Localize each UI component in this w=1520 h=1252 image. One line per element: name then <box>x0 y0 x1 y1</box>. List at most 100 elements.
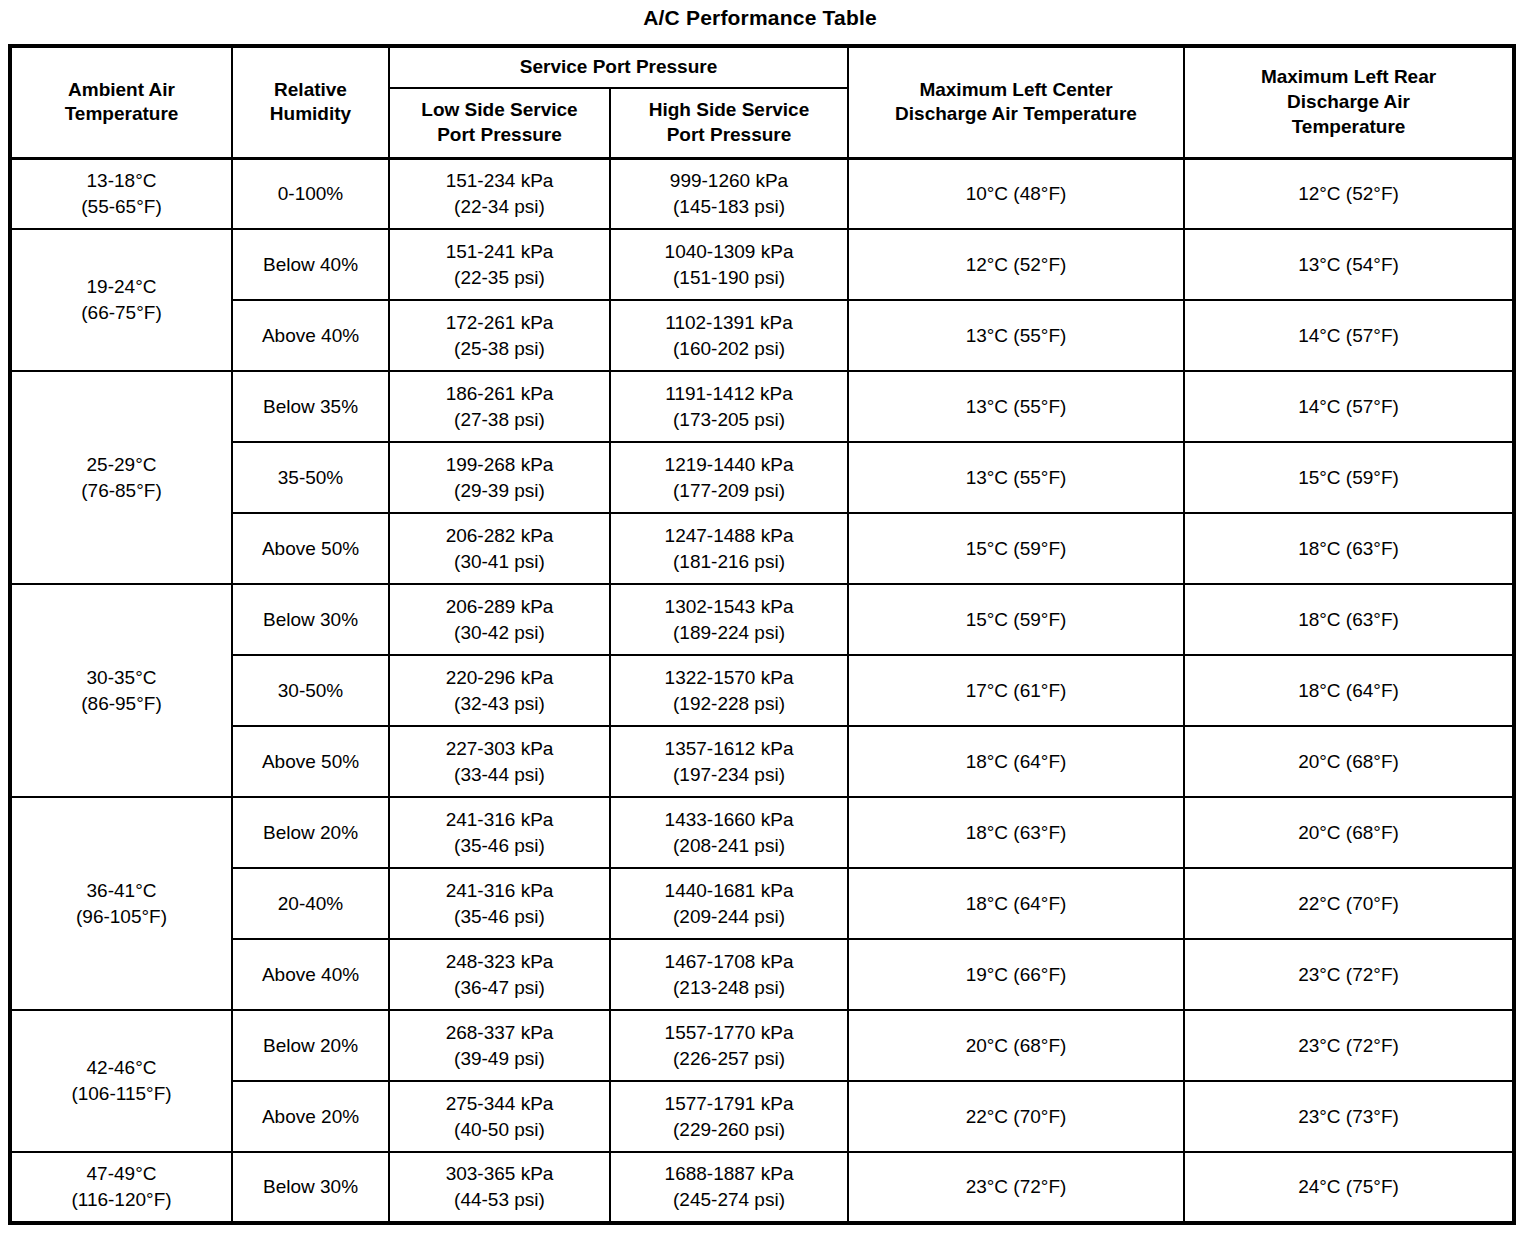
center-discharge-temp-cell: 18°C (63°F) <box>848 797 1184 868</box>
table-row: 30-35°C (86-95°F)Below 30%206-289 kPa (3… <box>10 584 1514 655</box>
low-side-pressure-cell: 268-337 kPa (39-49 psi) <box>389 1010 610 1081</box>
table-row: Above 50%206-282 kPa (30-41 psi)1247-148… <box>10 513 1514 584</box>
center-discharge-temp-cell: 15°C (59°F) <box>848 513 1184 584</box>
humidity-cell: Below 40% <box>232 229 389 300</box>
table-row: Above 50%227-303 kPa (33-44 psi)1357-161… <box>10 726 1514 797</box>
header-high-side-service-port-pressure: High Side Service Port Pressure <box>610 88 848 158</box>
high-side-pressure-cell: 1247-1488 kPa (181-216 psi) <box>610 513 848 584</box>
rear-discharge-temp-cell: 20°C (68°F) <box>1184 797 1514 868</box>
humidity-cell: Above 40% <box>232 300 389 371</box>
header-row-top: Ambient Air Temperature Relative Humidit… <box>10 46 1514 88</box>
table-row: 42-46°C (106-115°F)Below 20%268-337 kPa … <box>10 1010 1514 1081</box>
rear-discharge-temp-cell: 18°C (63°F) <box>1184 513 1514 584</box>
low-side-pressure-cell: 186-261 kPa (27-38 psi) <box>389 371 610 442</box>
ambient-temp-cell: 42-46°C (106-115°F) <box>10 1010 232 1152</box>
table-row: Above 40%248-323 kPa (36-47 psi)1467-170… <box>10 939 1514 1010</box>
low-side-pressure-cell: 220-296 kPa (32-43 psi) <box>389 655 610 726</box>
high-side-pressure-cell: 999-1260 kPa (145-183 psi) <box>610 158 848 229</box>
rear-discharge-temp-cell: 18°C (64°F) <box>1184 655 1514 726</box>
table-row: 13-18°C (55-65°F)0-100%151-234 kPa (22-3… <box>10 158 1514 229</box>
center-discharge-temp-cell: 22°C (70°F) <box>848 1081 1184 1152</box>
high-side-pressure-cell: 1357-1612 kPa (197-234 psi) <box>610 726 848 797</box>
header-relative-humidity: Relative Humidity <box>232 46 389 158</box>
high-side-pressure-cell: 1433-1660 kPa (208-241 psi) <box>610 797 848 868</box>
rear-discharge-temp-cell: 23°C (73°F) <box>1184 1081 1514 1152</box>
table-row: 30-50%220-296 kPa (32-43 psi)1322-1570 k… <box>10 655 1514 726</box>
header-max-left-center-discharge: Maximum Left Center Discharge Air Temper… <box>848 46 1184 158</box>
page-title: A/C Performance Table <box>0 0 1520 30</box>
low-side-pressure-cell: 227-303 kPa (33-44 psi) <box>389 726 610 797</box>
center-discharge-temp-cell: 13°C (55°F) <box>848 371 1184 442</box>
low-side-pressure-cell: 241-316 kPa (35-46 psi) <box>389 868 610 939</box>
table-row: Above 20%275-344 kPa (40-50 psi)1577-179… <box>10 1081 1514 1152</box>
humidity-cell: Below 20% <box>232 797 389 868</box>
ac-performance-table: Ambient Air Temperature Relative Humidit… <box>8 44 1516 1225</box>
high-side-pressure-cell: 1577-1791 kPa (229-260 psi) <box>610 1081 848 1152</box>
high-side-pressure-cell: 1191-1412 kPa (173-205 psi) <box>610 371 848 442</box>
low-side-pressure-cell: 248-323 kPa (36-47 psi) <box>389 939 610 1010</box>
center-discharge-temp-cell: 18°C (64°F) <box>848 726 1184 797</box>
low-side-pressure-cell: 206-282 kPa (30-41 psi) <box>389 513 610 584</box>
humidity-cell: 35-50% <box>232 442 389 513</box>
rear-discharge-temp-cell: 23°C (72°F) <box>1184 939 1514 1010</box>
high-side-pressure-cell: 1102-1391 kPa (160-202 psi) <box>610 300 848 371</box>
center-discharge-temp-cell: 17°C (61°F) <box>848 655 1184 726</box>
ambient-temp-cell: 19-24°C (66-75°F) <box>10 229 232 371</box>
table-body: 13-18°C (55-65°F)0-100%151-234 kPa (22-3… <box>10 158 1514 1223</box>
humidity-cell: Below 20% <box>232 1010 389 1081</box>
table-row: 20-40%241-316 kPa (35-46 psi)1440-1681 k… <box>10 868 1514 939</box>
low-side-pressure-cell: 151-241 kPa (22-35 psi) <box>389 229 610 300</box>
humidity-cell: 20-40% <box>232 868 389 939</box>
header-ambient-air-temperature: Ambient Air Temperature <box>10 46 232 158</box>
rear-discharge-temp-cell: 14°C (57°F) <box>1184 300 1514 371</box>
center-discharge-temp-cell: 10°C (48°F) <box>848 158 1184 229</box>
rear-discharge-temp-cell: 23°C (72°F) <box>1184 1010 1514 1081</box>
humidity-cell: Above 20% <box>232 1081 389 1152</box>
high-side-pressure-cell: 1557-1770 kPa (226-257 psi) <box>610 1010 848 1081</box>
low-side-pressure-cell: 275-344 kPa (40-50 psi) <box>389 1081 610 1152</box>
rear-discharge-temp-cell: 18°C (63°F) <box>1184 584 1514 655</box>
rear-discharge-temp-cell: 14°C (57°F) <box>1184 371 1514 442</box>
humidity-cell: 0-100% <box>232 158 389 229</box>
table-row: 36-41°C (96-105°F)Below 20%241-316 kPa (… <box>10 797 1514 868</box>
low-side-pressure-cell: 172-261 kPa (25-38 psi) <box>389 300 610 371</box>
ambient-temp-cell: 13-18°C (55-65°F) <box>10 158 232 229</box>
humidity-cell: 30-50% <box>232 655 389 726</box>
header-service-port-pressure-group: Service Port Pressure <box>389 46 848 88</box>
table-row: 25-29°C (76-85°F)Below 35%186-261 kPa (2… <box>10 371 1514 442</box>
humidity-cell: Above 40% <box>232 939 389 1010</box>
high-side-pressure-cell: 1302-1543 kPa (189-224 psi) <box>610 584 848 655</box>
header-max-left-rear-discharge: Maximum Left Rear Discharge Air Temperat… <box>1184 46 1514 158</box>
center-discharge-temp-cell: 13°C (55°F) <box>848 442 1184 513</box>
humidity-cell: Below 30% <box>232 1152 389 1223</box>
low-side-pressure-cell: 241-316 kPa (35-46 psi) <box>389 797 610 868</box>
header-low-side-service-port-pressure: Low Side Service Port Pressure <box>389 88 610 158</box>
center-discharge-temp-cell: 15°C (59°F) <box>848 584 1184 655</box>
table-header: Ambient Air Temperature Relative Humidit… <box>10 46 1514 158</box>
table-row: 35-50%199-268 kPa (29-39 psi)1219-1440 k… <box>10 442 1514 513</box>
humidity-cell: Below 30% <box>232 584 389 655</box>
rear-discharge-temp-cell: 15°C (59°F) <box>1184 442 1514 513</box>
rear-discharge-temp-cell: 22°C (70°F) <box>1184 868 1514 939</box>
low-side-pressure-cell: 199-268 kPa (29-39 psi) <box>389 442 610 513</box>
center-discharge-temp-cell: 12°C (52°F) <box>848 229 1184 300</box>
rear-discharge-temp-cell: 12°C (52°F) <box>1184 158 1514 229</box>
rear-discharge-temp-cell: 20°C (68°F) <box>1184 726 1514 797</box>
high-side-pressure-cell: 1219-1440 kPa (177-209 psi) <box>610 442 848 513</box>
high-side-pressure-cell: 1440-1681 kPa (209-244 psi) <box>610 868 848 939</box>
center-discharge-temp-cell: 13°C (55°F) <box>848 300 1184 371</box>
ambient-temp-cell: 47-49°C (116-120°F) <box>10 1152 232 1223</box>
low-side-pressure-cell: 303-365 kPa (44-53 psi) <box>389 1152 610 1223</box>
center-discharge-temp-cell: 19°C (66°F) <box>848 939 1184 1010</box>
humidity-cell: Below 35% <box>232 371 389 442</box>
high-side-pressure-cell: 1040-1309 kPa (151-190 psi) <box>610 229 848 300</box>
low-side-pressure-cell: 151-234 kPa (22-34 psi) <box>389 158 610 229</box>
table-row: 47-49°C (116-120°F)Below 30%303-365 kPa … <box>10 1152 1514 1223</box>
center-discharge-temp-cell: 18°C (64°F) <box>848 868 1184 939</box>
center-discharge-temp-cell: 23°C (72°F) <box>848 1152 1184 1223</box>
ambient-temp-cell: 30-35°C (86-95°F) <box>10 584 232 797</box>
low-side-pressure-cell: 206-289 kPa (30-42 psi) <box>389 584 610 655</box>
humidity-cell: Above 50% <box>232 513 389 584</box>
rear-discharge-temp-cell: 13°C (54°F) <box>1184 229 1514 300</box>
ambient-temp-cell: 25-29°C (76-85°F) <box>10 371 232 584</box>
